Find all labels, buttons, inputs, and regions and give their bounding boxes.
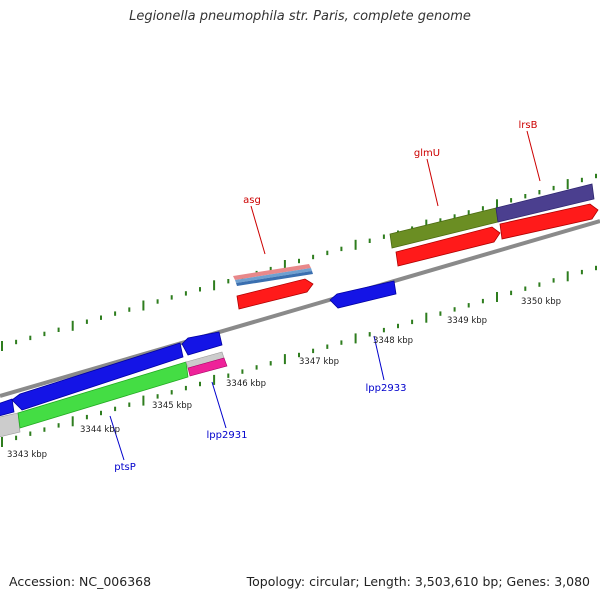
gene-lpp2931[interactable] <box>11 342 184 411</box>
gene-asg-cds[interactable] <box>236 278 314 310</box>
scale-label: 3344 kbp <box>80 425 120 435</box>
scale-label: 3346 kbp <box>226 379 266 389</box>
gene-asg-stripe-pink <box>233 264 311 280</box>
lpp2933-callout-line <box>373 335 385 381</box>
gene-pink <box>187 357 228 377</box>
gene-label-lrsB[interactable]: lrsB <box>519 120 538 131</box>
scale-label: 3345 kbp <box>152 401 192 411</box>
scale-label: 3348 kbp <box>373 336 413 346</box>
gene-asg-stripe-darkblue <box>236 271 313 286</box>
scale-label: 3343 kbp <box>7 450 47 460</box>
gene-partial-left[interactable] <box>0 398 15 417</box>
gene-label-lpp2933[interactable]: lpp2933 <box>366 383 407 394</box>
glmU-callout-line <box>426 158 439 207</box>
genome-backbone <box>0 219 600 398</box>
gene-label-lpp2931[interactable]: lpp2931 <box>207 430 248 441</box>
asg-callout-line <box>250 205 266 255</box>
gene-ptsP[interactable] <box>17 361 189 429</box>
gene-label-ptsP[interactable]: ptsP <box>114 462 136 473</box>
map-title: Legionella pneumophila str. Paris, compl… <box>129 9 471 24</box>
gene-glmU-cds[interactable] <box>395 226 501 267</box>
gene-label-glmU[interactable]: glmU <box>414 148 440 159</box>
gene-label-asg[interactable]: asg <box>243 195 261 206</box>
lower-tick-marks <box>1 265 597 447</box>
lrsB-callout-line <box>526 130 541 182</box>
upper-tick-marks <box>1 173 597 351</box>
lpp2931-callout-line <box>211 381 227 429</box>
ptsP-callout-line <box>109 415 125 461</box>
topology-summary: Topology: circular; Length: 3,503,610 bp… <box>246 574 590 589</box>
gene-lrsB-cds[interactable] <box>499 203 599 240</box>
gene-grey-left <box>0 412 21 438</box>
gene-asg-stripe-blue <box>235 268 312 283</box>
accession-text: Accession: NC_006368 <box>9 574 152 589</box>
scale-label: 3350 kbp <box>521 297 561 307</box>
scale-label: 3347 kbp <box>299 357 339 367</box>
gene-lpp2931-part[interactable] <box>181 331 223 356</box>
gene-lpp2933[interactable] <box>329 280 397 309</box>
scale-label: 3349 kbp <box>447 316 487 326</box>
gene-lrsB[interactable] <box>495 183 595 223</box>
